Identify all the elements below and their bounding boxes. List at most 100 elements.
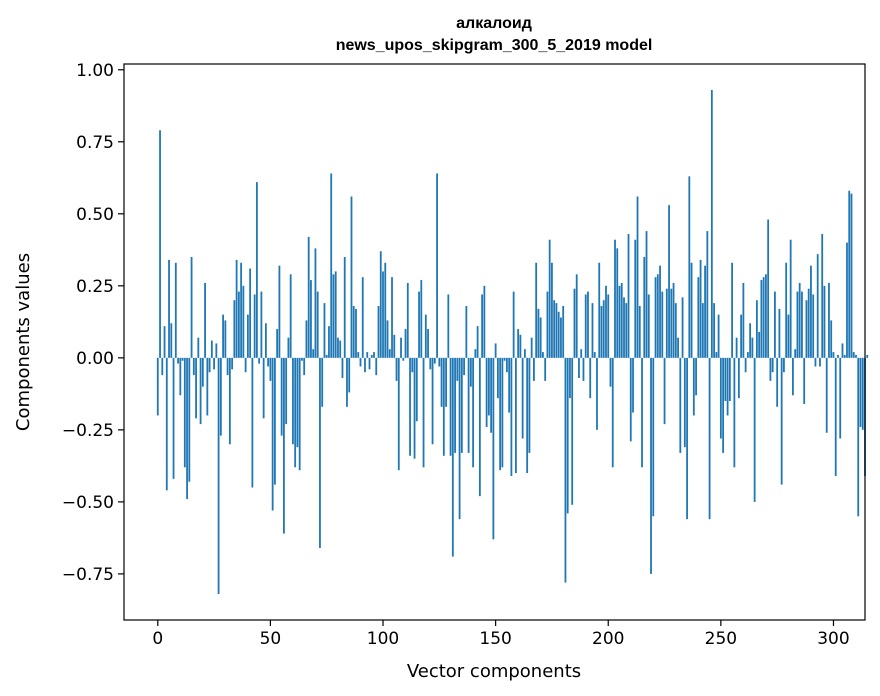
- bar: [505, 357, 508, 373]
- bar: [668, 205, 670, 358]
- bar: [589, 357, 592, 399]
- bar: [375, 357, 378, 376]
- bar: [798, 282, 801, 358]
- bar: [458, 357, 461, 520]
- bar: [816, 254, 819, 358]
- bar: [512, 291, 515, 358]
- bar: [724, 357, 727, 402]
- bar: [632, 357, 634, 413]
- bar: [442, 357, 445, 456]
- bar: [224, 320, 227, 358]
- bar: [305, 320, 308, 358]
- bar: [614, 239, 616, 358]
- bar: [440, 357, 443, 407]
- bar: [406, 282, 409, 358]
- bar: [744, 357, 747, 373]
- y-tick-label: 0.50: [76, 205, 114, 225]
- bar: [859, 357, 862, 427]
- bar: [463, 357, 465, 376]
- bar: [814, 357, 817, 367]
- bar: [762, 277, 765, 358]
- bar: [181, 357, 184, 361]
- bar: [539, 317, 542, 358]
- bar: [382, 271, 384, 358]
- bar: [571, 357, 574, 505]
- bar: [379, 251, 382, 358]
- bar: [170, 323, 173, 358]
- bar: [656, 274, 659, 358]
- bar: [386, 320, 389, 358]
- bar: [740, 314, 743, 358]
- bar: [794, 349, 797, 358]
- bar: [805, 300, 808, 358]
- bar: [328, 326, 330, 358]
- bar: [208, 357, 211, 373]
- bar: [411, 357, 414, 373]
- bar: [332, 274, 335, 358]
- bar: [580, 349, 583, 358]
- bar: [616, 248, 619, 358]
- bar: [690, 262, 693, 358]
- bar: [620, 282, 623, 358]
- y-tick-label: −0.75: [62, 565, 114, 585]
- bar: [397, 357, 400, 471]
- bar: [314, 248, 317, 358]
- bar: [289, 274, 292, 358]
- bar: [717, 314, 720, 358]
- bar: [467, 357, 470, 453]
- bar: [343, 257, 346, 358]
- bar: [634, 239, 637, 358]
- bar: [728, 357, 731, 402]
- bar: [677, 337, 679, 358]
- bar: [292, 357, 294, 445]
- bar: [395, 357, 398, 381]
- bar: [618, 285, 621, 358]
- bar: [346, 357, 348, 407]
- bar: [695, 357, 697, 396]
- bar: [472, 357, 474, 468]
- bar: [359, 357, 362, 367]
- bar: [499, 357, 502, 471]
- bar: [699, 259, 702, 358]
- bar: [593, 352, 596, 358]
- bar: [659, 265, 661, 358]
- bar: [855, 354, 857, 358]
- bar: [710, 89, 713, 358]
- bar: [213, 357, 215, 370]
- bar: [821, 233, 824, 358]
- bar: [174, 262, 177, 358]
- bar: [596, 357, 598, 430]
- bar: [172, 357, 175, 479]
- bar: [287, 337, 290, 358]
- bar: [823, 285, 826, 358]
- bar: [424, 314, 427, 358]
- bar: [783, 357, 785, 373]
- bar: [276, 329, 279, 358]
- bar: [611, 357, 614, 468]
- bar: [179, 357, 182, 396]
- bar: [310, 280, 312, 358]
- bar: [476, 326, 479, 358]
- bar: [584, 294, 587, 358]
- bar: [638, 305, 641, 358]
- bar: [483, 285, 486, 358]
- bar: [652, 357, 655, 517]
- bar: [271, 357, 274, 511]
- bar: [578, 357, 580, 379]
- bar: [861, 357, 864, 430]
- x-tick-label: 250: [705, 629, 737, 649]
- bar: [681, 297, 684, 358]
- bar: [517, 329, 520, 358]
- bar: [490, 357, 493, 433]
- bar: [456, 357, 459, 381]
- bar: [204, 282, 206, 358]
- bar: [753, 357, 756, 502]
- bar: [177, 357, 179, 364]
- bar: [742, 282, 745, 358]
- bar: [469, 357, 472, 387]
- bar: [566, 357, 569, 514]
- bar: [231, 357, 234, 370]
- bar: [312, 349, 315, 358]
- bar: [337, 337, 339, 358]
- y-tick-label: 0.75: [76, 133, 114, 153]
